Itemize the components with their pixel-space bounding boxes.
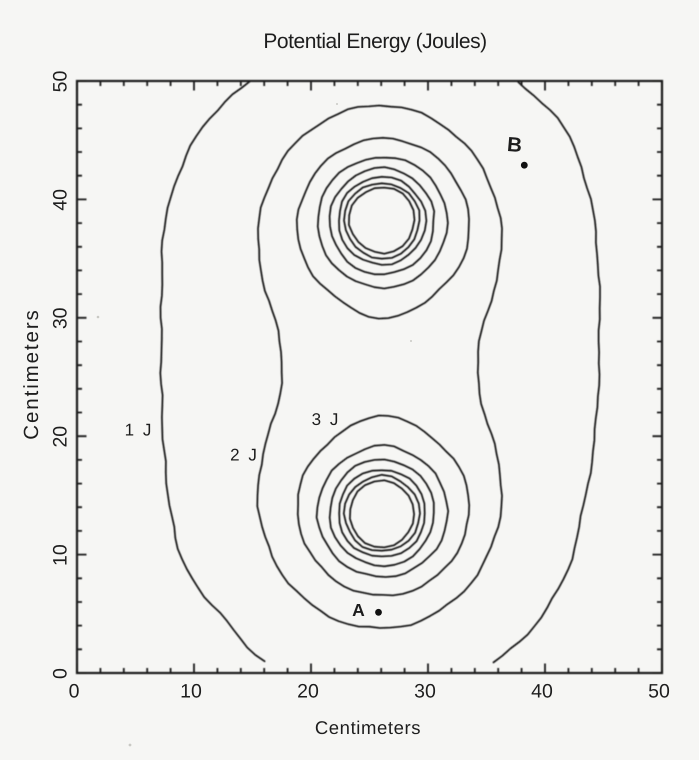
svg-text:10: 10 (50, 544, 72, 566)
svg-text:0: 0 (69, 681, 80, 703)
svg-text:B: B (506, 133, 523, 157)
svg-text:A: A (352, 600, 365, 620)
svg-text:20: 20 (297, 681, 319, 703)
svg-text:Centimeters: Centimeters (315, 717, 421, 738)
svg-text:50: 50 (50, 71, 72, 93)
svg-text:2 J: 2 J (230, 446, 257, 465)
svg-text:Centimeters: Centimeters (20, 308, 43, 439)
svg-text:30: 30 (50, 307, 72, 329)
svg-text:10: 10 (180, 681, 202, 703)
svg-text:50: 50 (648, 681, 670, 703)
svg-text:0: 0 (50, 668, 72, 679)
svg-text:1 J: 1 J (125, 421, 152, 440)
svg-text:40: 40 (50, 189, 72, 211)
svg-text:20: 20 (50, 426, 72, 448)
svg-text:3 J: 3 J (312, 410, 339, 429)
svg-text:Potential Energy (Joules): Potential Energy (Joules) (263, 30, 486, 53)
svg-text:40: 40 (531, 681, 553, 703)
svg-text:30: 30 (414, 681, 436, 703)
